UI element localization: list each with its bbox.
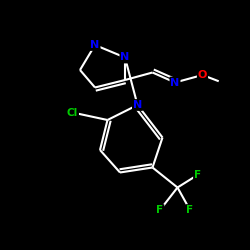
Text: Cl: Cl [67, 108, 78, 118]
Text: F: F [194, 170, 201, 180]
Text: F: F [156, 205, 164, 215]
Text: N: N [120, 52, 130, 62]
Text: F: F [186, 205, 194, 215]
Text: N: N [170, 78, 179, 88]
Text: O: O [198, 70, 207, 80]
Text: N: N [133, 100, 142, 110]
Text: N: N [90, 40, 100, 50]
